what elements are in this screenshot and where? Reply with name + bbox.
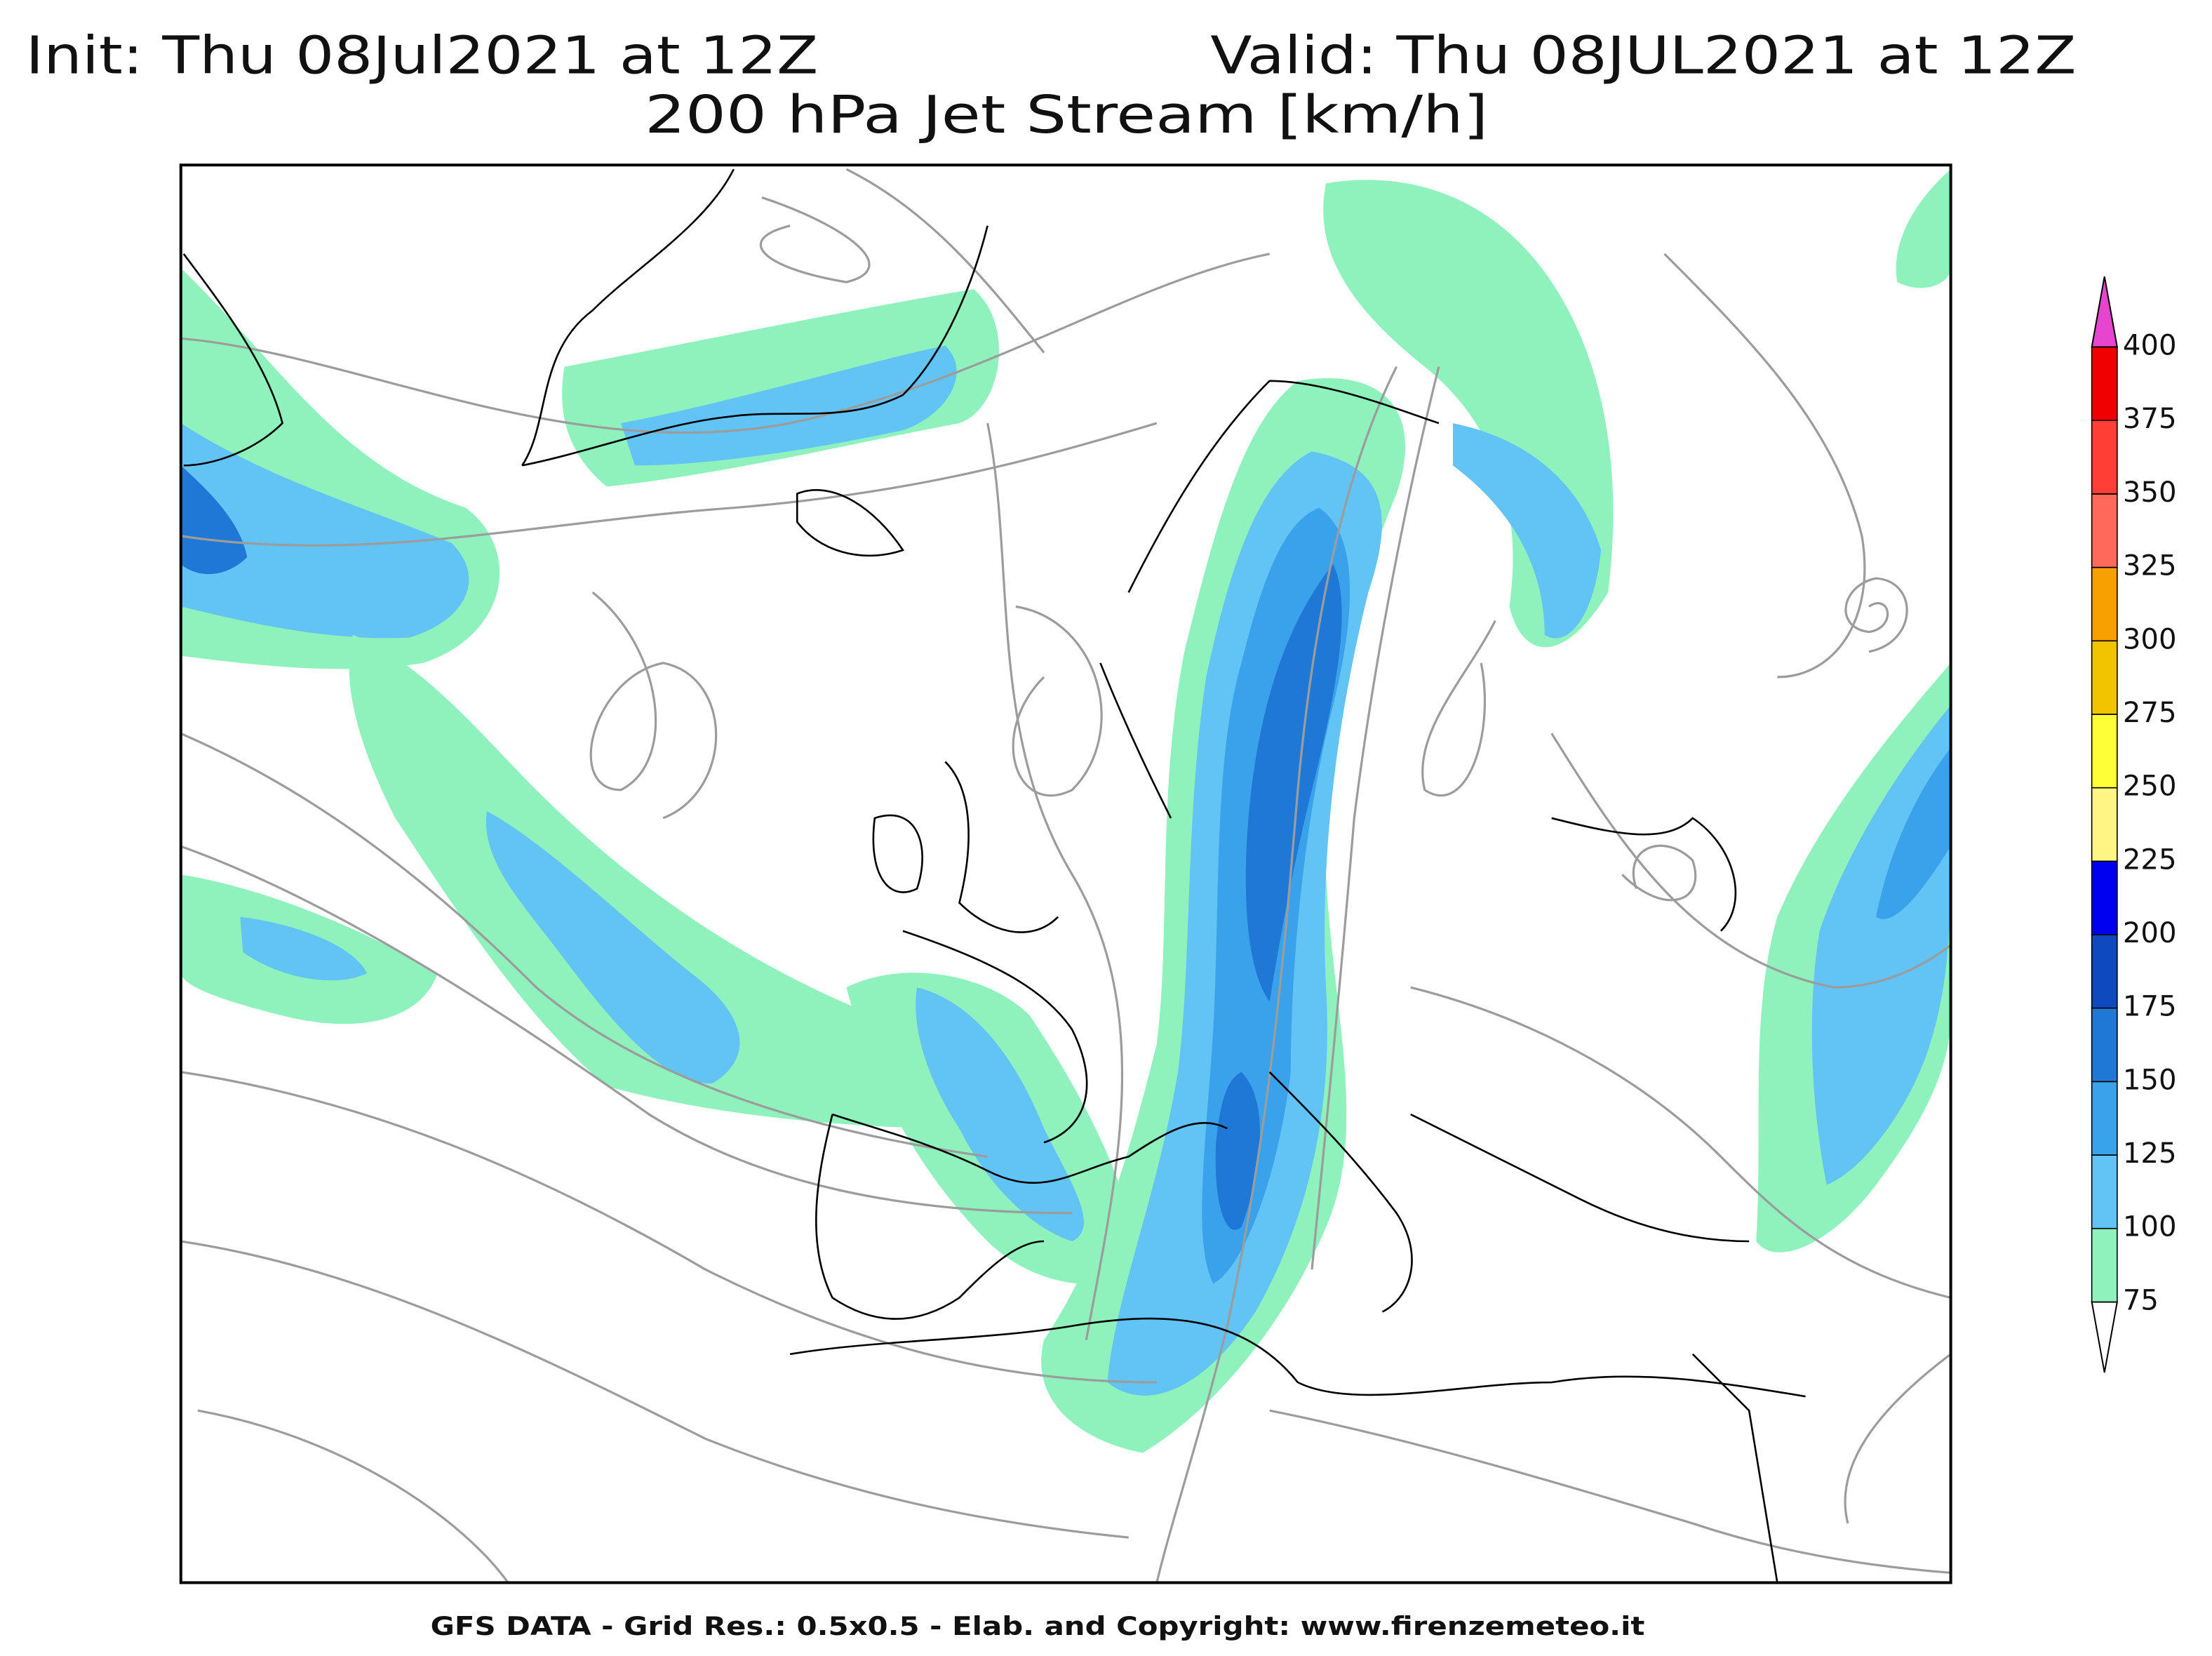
colorbar-band [2091,420,2118,495]
colorbar-label: 100 [2123,1211,2177,1243]
init-time: Init: Thu 08Jul2021 at 12Z [26,25,819,86]
colorbar-under [2091,1301,2119,1373]
colorbar-band [2091,640,2118,715]
colorbar-band [2091,1227,2118,1303]
footer-credit: GFS DATA - Grid Res.: 0.5x0.5 - Elab. an… [431,1611,1645,1641]
colorbar-band [2091,493,2118,568]
colorbar-label: 400 [2123,330,2177,362]
colorbar-band [2091,566,2118,642]
colorbar-label: 75 [2123,1284,2159,1316]
colorbar-label: 325 [2123,550,2177,582]
colorbar-label: 250 [2123,770,2177,803]
colorbar-label: 150 [2123,1064,2177,1096]
colorbar-label: 175 [2123,991,2177,1023]
jet-shading [180,169,1951,1453]
colorbar-band [2091,1007,2118,1083]
map-title: 200 hPa Jet Stream [km/h] [645,84,1488,145]
valid-time: Valid: Thu 08JUL2021 at 12Z [1210,25,2076,86]
colorbar: 75 100 125 150 175 200 225 250 275 300 325 350 375 40… [2091,276,2177,1373]
colorbar-label: 300 [2123,623,2177,655]
colorbar-label: 275 [2123,697,2177,729]
colorbar-label: 375 [2123,403,2177,435]
colorbar-label: 125 [2123,1137,2177,1170]
colorbar-label: 225 [2123,843,2177,876]
colorbar-band [2091,346,2118,422]
colorbar-label: 200 [2123,917,2177,949]
map-area [179,163,1952,1584]
colorbar-label: 350 [2123,476,2177,509]
colorbar-band [2091,1154,2118,1229]
colorbar-band [2091,787,2118,862]
streamlines [180,168,1951,1583]
colorbar-band [2091,1081,2118,1156]
colorbar-over [2091,276,2119,348]
coastlines [182,168,1806,1583]
colorbar-band [2091,934,2118,1009]
colorbar-band [2091,860,2118,935]
colorbar-band [2091,714,2118,789]
